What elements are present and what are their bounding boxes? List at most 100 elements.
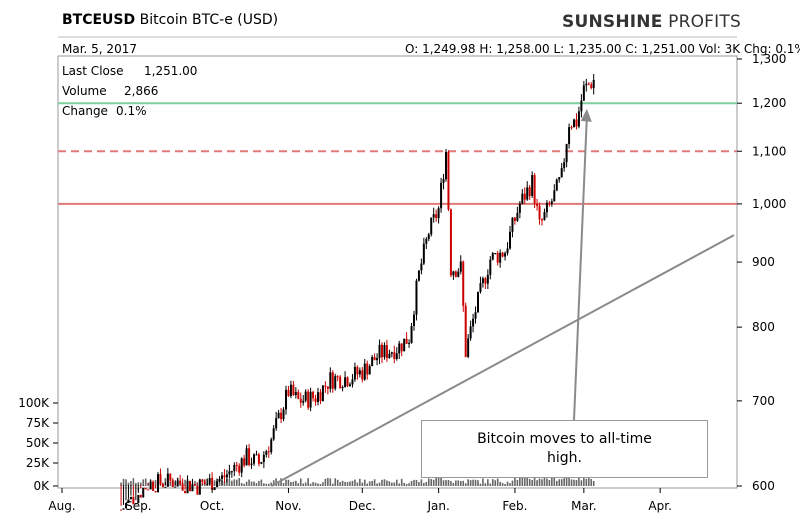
candle-body — [201, 479, 204, 483]
candle-body — [548, 202, 551, 204]
volume-bar — [467, 479, 469, 486]
candle-body — [193, 484, 196, 486]
volume-bar — [504, 483, 506, 486]
volume-bar — [479, 483, 482, 486]
candle-body — [326, 386, 329, 389]
volume-bar — [511, 480, 514, 486]
candle-body — [373, 357, 376, 361]
volume-bar — [312, 482, 314, 486]
volume-bar — [272, 480, 275, 486]
candle-body — [481, 278, 484, 284]
volume-bar — [304, 482, 307, 486]
volume-bar — [373, 479, 376, 486]
candle-body — [129, 496, 132, 500]
y-tick-label: 1,000 — [752, 197, 786, 211]
candle-body — [378, 344, 381, 358]
candle-body — [486, 274, 489, 284]
candle-body — [467, 338, 470, 357]
candle-body — [509, 231, 511, 249]
volume-bar — [423, 482, 425, 486]
volume-bar — [135, 482, 137, 486]
volume-bar — [194, 481, 196, 486]
volume-tick-label: 25K — [26, 456, 50, 470]
volume-bar — [137, 482, 140, 486]
volume-tick-label: 50K — [26, 436, 50, 450]
candle-body — [142, 487, 145, 498]
candle-body — [390, 352, 393, 354]
volume-bar — [541, 479, 543, 486]
candle-body — [324, 385, 327, 387]
candle-body — [449, 209, 452, 276]
candle-body — [312, 391, 315, 399]
volume-bar — [388, 481, 391, 486]
volume-bar — [169, 481, 172, 486]
candle-body — [417, 270, 420, 281]
volume-bar — [499, 481, 501, 486]
candle-body — [479, 283, 482, 292]
volume-bar — [452, 482, 455, 486]
candle-body — [361, 370, 364, 380]
candle-body — [120, 509, 123, 511]
candle-body — [134, 503, 137, 505]
candle-body — [208, 478, 211, 485]
volume-bar — [277, 482, 280, 486]
candle-body — [427, 234, 430, 240]
volume-bar — [223, 481, 226, 486]
candle-body — [484, 278, 487, 284]
volume-bar — [469, 480, 472, 486]
candle-body — [218, 478, 221, 482]
candle-body — [523, 193, 526, 200]
volume-bar — [213, 480, 216, 486]
candle-body — [499, 252, 502, 263]
candle-body — [518, 203, 521, 213]
candle-body — [154, 490, 157, 493]
volume-bar — [464, 483, 467, 486]
candle-body — [152, 481, 155, 491]
candle-body — [381, 344, 383, 358]
candle-body — [457, 271, 460, 277]
x-axis-ticks: Aug. Sep. Oct. Nov. Dec. Jan. Feb. Mar. Apr. — [48, 488, 672, 513]
volume-tick-label: 75K — [26, 416, 50, 430]
candle-body — [159, 474, 162, 485]
candle-body — [309, 391, 312, 408]
volume-bar — [445, 480, 447, 486]
candle-body — [568, 127, 571, 145]
candle-body — [174, 486, 177, 488]
candle-body — [526, 187, 529, 200]
volume-bar — [378, 482, 381, 486]
candle-body — [511, 217, 514, 232]
chart-date: Mar. 5, 2017 — [62, 42, 137, 56]
volume-bar — [546, 478, 548, 486]
candle-body — [149, 481, 152, 490]
candle-body — [506, 248, 509, 254]
volume-bar — [592, 480, 595, 486]
candle-body — [413, 314, 415, 327]
candle-body — [189, 480, 191, 492]
candle-body — [125, 503, 127, 509]
candle-body — [393, 352, 396, 360]
candle-body — [388, 353, 391, 359]
logo-bold: SUNSHINE — [562, 12, 663, 32]
candle-body — [363, 363, 366, 380]
logo: SUNSHINE PROFITS — [562, 12, 741, 32]
candle-body — [144, 487, 147, 490]
volume-bar — [344, 481, 346, 486]
volume-bar — [457, 480, 460, 486]
last-close-label: Last Close — [62, 64, 124, 78]
y-tick-label: 1,200 — [752, 96, 786, 110]
candle-body — [408, 343, 411, 345]
candle-body — [459, 261, 462, 272]
volume-bar — [233, 479, 236, 486]
volume-bar — [440, 477, 442, 486]
volume-bar — [250, 481, 253, 486]
candle-body — [558, 177, 561, 180]
volume-bar — [432, 479, 435, 486]
volume-bar — [265, 483, 268, 486]
candle-body — [587, 83, 590, 85]
volume-bar — [455, 480, 457, 486]
candle-body — [538, 205, 541, 220]
y-axis-ticks: 1,300 1,200 1,100 1,000 900 800 700 600 — [737, 52, 786, 493]
volume-bar — [331, 483, 334, 486]
volume-row: Volume 2,866 — [62, 84, 158, 98]
